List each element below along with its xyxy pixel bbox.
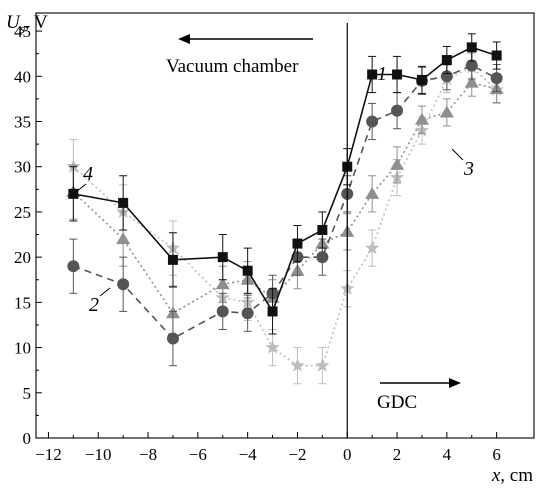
y-axis-label: Us, V [6, 12, 48, 36]
data-marker-circle [67, 260, 80, 273]
data-marker-square [392, 69, 403, 80]
x-tick-label: −8 [139, 445, 157, 464]
data-marker-square [367, 69, 378, 80]
data-marker-circle [117, 278, 130, 291]
curve-label-3: 3 [463, 158, 474, 180]
curve-label-4: 4 [83, 163, 93, 185]
data-marker-circle [490, 72, 503, 85]
y-axis-unit: , V [25, 12, 48, 33]
data-marker-square [466, 42, 477, 53]
data-marker-square [491, 50, 502, 61]
data-marker-star [365, 240, 380, 255]
data-marker-square [68, 188, 79, 199]
plot-frame [35, 12, 535, 439]
gdc-label: GDC [377, 392, 417, 413]
series-layer [66, 33, 504, 385]
data-marker-star [265, 340, 280, 354]
plot-area-border [35, 12, 535, 439]
data-marker-star [290, 358, 305, 372]
x-tick-label: −6 [189, 445, 207, 464]
gdc-arrow-head [449, 378, 461, 388]
y-tick-label: 25 [14, 203, 31, 222]
data-marker-triangle [390, 157, 405, 170]
data-marker-star [315, 358, 330, 372]
curve-label-leader [99, 287, 111, 297]
x-axis-variable: x [491, 465, 501, 486]
x-tick-label: −10 [85, 445, 112, 464]
data-marker-square [217, 252, 228, 263]
data-marker-triangle [464, 75, 479, 88]
data-marker-triangle [365, 186, 380, 199]
y-tick-label: 5 [23, 384, 32, 403]
annotations: 1 2 3 4 Vacuum chamber GDC [75, 23, 474, 438]
y-axis-symbol: U [6, 12, 21, 33]
data-marker-circle [465, 59, 478, 72]
series-1 [68, 33, 502, 335]
y-tick-label: 30 [14, 158, 31, 177]
data-marker-square [441, 55, 452, 66]
x-tick-label: 0 [343, 445, 352, 464]
x-tick-label: 2 [393, 445, 402, 464]
data-marker-circle [366, 115, 379, 128]
y-tick-label: 40 [14, 67, 31, 86]
data-marker-triangle [215, 277, 230, 290]
y-tick-label: 15 [14, 293, 31, 312]
curve-label-1: 1 [377, 63, 387, 85]
data-marker-square [416, 74, 427, 85]
data-marker-circle [241, 307, 254, 320]
series-3 [66, 68, 504, 341]
x-tick-label: −4 [239, 445, 258, 464]
data-marker-triangle [116, 232, 131, 245]
x-tick-label: −12 [35, 445, 62, 464]
data-marker-square [292, 238, 303, 249]
data-marker-triangle [414, 112, 429, 125]
data-marker-circle [166, 332, 179, 345]
data-marker-square [317, 225, 328, 236]
series-line [73, 46, 497, 314]
data-marker-square [167, 254, 178, 265]
curve-label-leader [75, 183, 87, 193]
data-marker-circle [391, 104, 404, 117]
series-2 [67, 51, 503, 367]
data-marker-circle [316, 251, 329, 264]
data-marker-square [267, 306, 278, 317]
series-line [73, 64, 498, 340]
y-tick-label: 35 [14, 113, 31, 132]
vacuum-chamber-label: Vacuum chamber [166, 56, 299, 77]
x-axis-label: x, cm [491, 465, 533, 486]
x-tick-label: −2 [288, 445, 306, 464]
data-marker-circle [216, 305, 229, 318]
y-tick-label: 45 [14, 22, 31, 41]
data-marker-square [118, 197, 129, 208]
y-tick-label: 10 [14, 339, 31, 358]
vacuum-chamber-arrow-head [178, 34, 190, 44]
y-tick-label: 20 [14, 248, 31, 267]
curve-label-2: 2 [89, 294, 99, 316]
x-tick-label: 4 [443, 445, 452, 464]
data-marker-triangle [439, 105, 454, 118]
y-axis-subscript: s [20, 21, 25, 36]
x-axis-unit: , cm [500, 465, 533, 486]
y-tick-label: 0 [23, 429, 32, 448]
series-4 [66, 53, 504, 385]
x-tick-label: 6 [492, 445, 501, 464]
curve-label-leader [451, 148, 464, 161]
data-marker-square [242, 265, 253, 276]
series-line [72, 66, 498, 367]
